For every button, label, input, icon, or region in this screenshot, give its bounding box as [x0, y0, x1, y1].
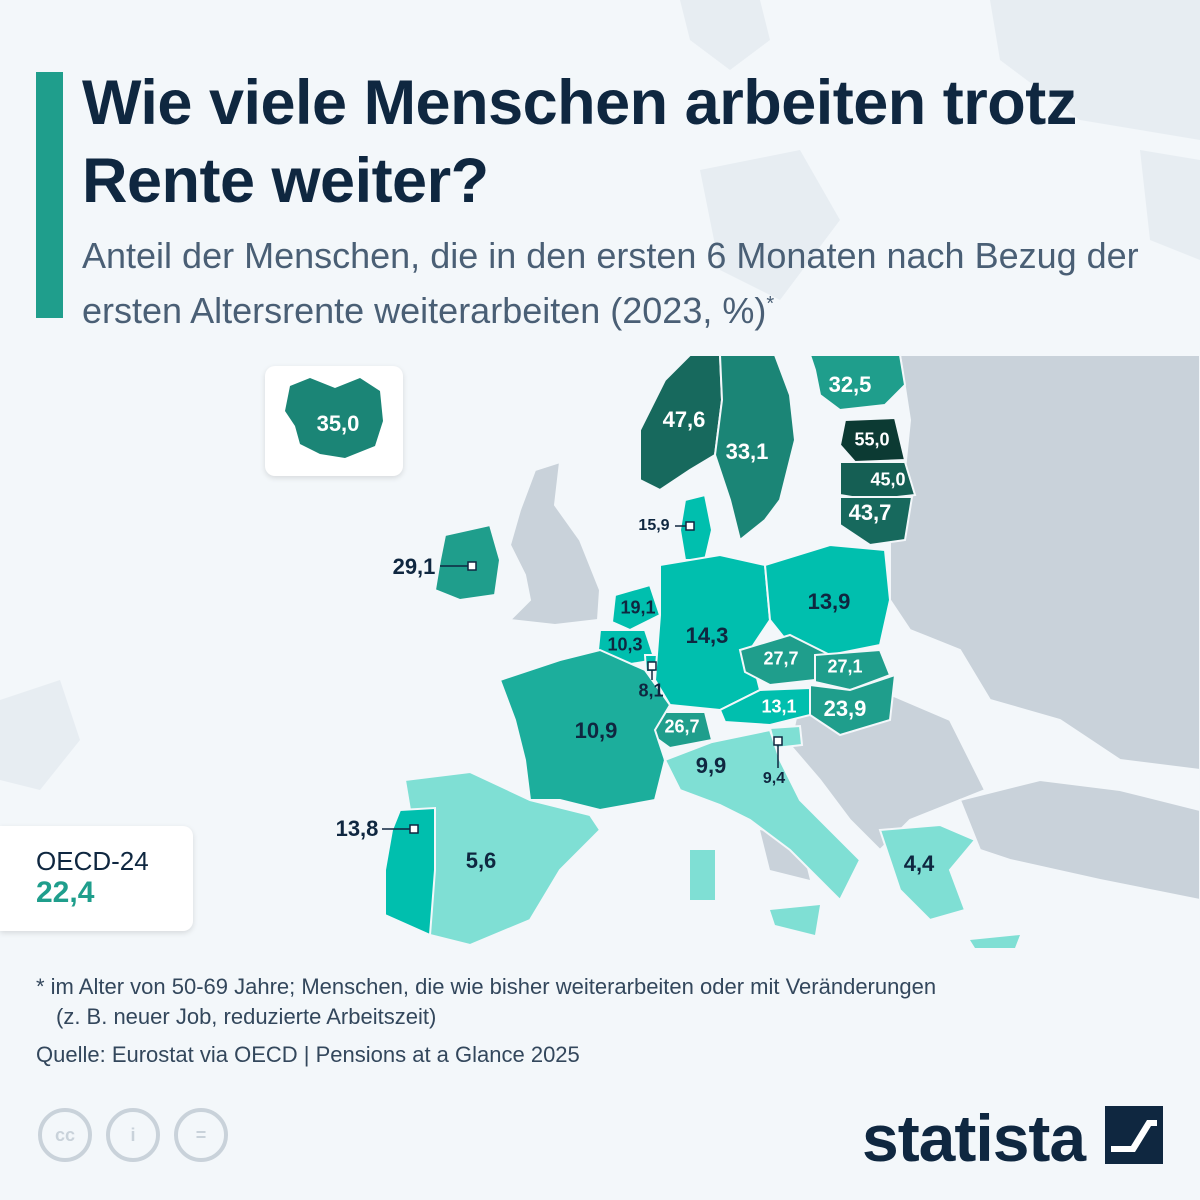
value-label-denmark: 15,9: [638, 517, 670, 534]
statista-logo-icon: [1105, 1106, 1163, 1164]
footnote-marker: *: [766, 293, 775, 315]
value-label-netherlands: 19,1: [620, 597, 656, 618]
map-region-finland: [808, 354, 907, 412]
map-region-italy: [663, 728, 862, 902]
value-label-germany: 14,3: [685, 623, 729, 648]
map-region-uk: [507, 460, 602, 627]
value-label-luxembourg: 8,1: [638, 680, 664, 701]
source-line: Quelle: Eurostat via OECD | Pensions at …: [36, 1042, 580, 1067]
oecd-average-card: [0, 826, 193, 931]
oecd-average-value: 22,4: [36, 876, 95, 909]
title-accent-bar: [36, 72, 63, 318]
value-label-norway: 47,6: [662, 407, 706, 432]
map-region-denmark: [678, 493, 714, 561]
footnote: * im Alter von 50-69 Jahre; Menschen, di…: [36, 972, 1156, 1032]
value-label-lithuania: 43,7: [848, 500, 892, 525]
attribution-icon[interactable]: i: [106, 1108, 160, 1162]
license-icons: cc i =: [38, 1108, 228, 1162]
value-label-iceland: 35,0: [316, 411, 360, 436]
value-label-ireland: 29,1: [392, 554, 436, 579]
value-label-slovenia: 9,4: [762, 770, 786, 787]
value-label-sweden: 33,1: [725, 439, 769, 464]
map-region-ireland: [433, 523, 502, 602]
value-label-belgium: 10,3: [607, 634, 643, 655]
map-region-iceland: [285, 378, 383, 458]
value-label-spain: 5,6: [465, 848, 497, 873]
value-label-hungary: 23,9: [823, 696, 867, 721]
cc-icon[interactable]: cc: [38, 1108, 92, 1162]
page-title: Wie viele Menschen arbeiten trotz Rente …: [82, 68, 1077, 216]
value-label-portugal: 13,8: [335, 816, 379, 841]
value-label-switzerland: 26,7: [664, 716, 700, 737]
map-region-lithuania: [839, 496, 914, 547]
statista-logo-text[interactable]: statista: [862, 1101, 1086, 1175]
map-region-sweden: [713, 354, 797, 542]
map-region-portugal: [384, 806, 436, 937]
map-region-austria: [718, 686, 811, 727]
map-region-non-data-east: [889, 354, 1200, 772]
map-region-greece: [878, 823, 977, 922]
page-subtitle: Anteil der Menschen, die in den ersten 6…: [82, 235, 1139, 331]
value-label-poland: 13,9: [807, 589, 851, 614]
value-label-latvia: 45,0: [870, 469, 906, 490]
value-label-austria: 13,1: [761, 696, 797, 717]
oecd-average-label: OECD-24: [36, 846, 149, 876]
map-region-france: [498, 648, 672, 812]
map-region-poland: [763, 543, 892, 657]
iceland-inset-card: [265, 366, 403, 476]
value-label-estonia: 55,0: [854, 429, 890, 450]
value-label-czechia: 27,7: [763, 648, 799, 669]
map-region-netherlands: [610, 583, 662, 632]
footnote-line-2: (z. B. neuer Job, reduzierte Arbeitszeit…: [56, 1004, 437, 1029]
value-label-france: 10,9: [574, 718, 618, 743]
footnote-line-1: * im Alter von 50-69 Jahre; Menschen, di…: [36, 974, 937, 999]
value-label-slovakia: 27,1: [827, 656, 863, 677]
no-derivatives-icon[interactable]: =: [174, 1108, 228, 1162]
value-label-finland: 32,5: [828, 372, 872, 397]
value-label-italy: 9,9: [695, 753, 727, 778]
value-label-greece: 4,4: [903, 851, 935, 876]
